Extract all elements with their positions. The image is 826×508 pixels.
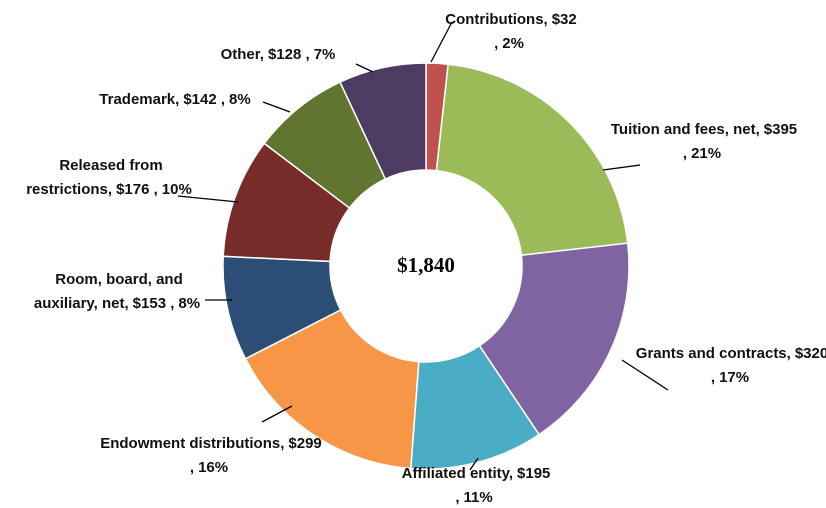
data-label: Contributions, $32 , 2%	[435, 8, 585, 56]
data-label: Affiliated entity, $195 , 11%	[395, 462, 555, 508]
label-percent: 17%	[719, 369, 750, 386]
leader-line	[355, 63, 374, 73]
label-percent: 7%	[313, 46, 336, 63]
leader-line	[177, 195, 239, 203]
label-percent: 10%	[161, 181, 192, 198]
label-category: Room, board, and auxiliary, net,	[33, 271, 183, 312]
label-category: Grants and contracts,	[635, 345, 791, 362]
label-value: $195 ,	[455, 465, 551, 506]
donut-slice	[478, 242, 630, 436]
label-category: Contributions,	[445, 11, 548, 28]
data-label: Tuition and fees, net, $395 , 21%	[598, 118, 808, 166]
label-category: Released from restrictions,	[26, 157, 163, 198]
label-value: $320 ,	[710, 345, 826, 386]
center-total: $1,840	[397, 253, 455, 277]
donut-slice	[244, 308, 420, 470]
label-category: Other,	[220, 46, 264, 63]
label-category: Affiliated entity,	[401, 465, 514, 482]
label-value: $32 ,	[494, 11, 577, 52]
data-label: Trademark, $142 , 8%	[55, 88, 295, 112]
leader-line	[262, 101, 291, 113]
leader-line	[621, 359, 669, 391]
data-label: Room, board, and auxiliary, net, $153 , 8%	[23, 268, 213, 316]
leader-line	[469, 457, 479, 471]
label-value: $128 ,	[267, 46, 310, 63]
label-category: Tuition and fees, net,	[610, 121, 760, 138]
leader-line	[430, 21, 453, 63]
label-percent: 21%	[691, 145, 722, 162]
label-category: Endowment distributions,	[100, 435, 285, 452]
label-value: $395 ,	[682, 121, 798, 162]
label-value: $153 ,	[132, 295, 175, 312]
label-percent: 16%	[198, 459, 229, 476]
label-percent: 8%	[178, 295, 201, 312]
leader-line	[261, 405, 293, 423]
data-label: Endowment distributions, $299 , 16%	[90, 432, 330, 480]
label-category: Trademark,	[99, 91, 180, 108]
label-value: $299 ,	[189, 435, 322, 476]
data-label: Grants and contracts, $320 , 17%	[631, 342, 826, 390]
label-percent: 8%	[229, 91, 251, 108]
data-label: Other, $128 , 7%	[178, 43, 378, 67]
donut-slice	[339, 62, 427, 181]
label-percent: 2%	[502, 35, 524, 52]
donut-slice	[435, 63, 629, 257]
leader-line	[602, 164, 641, 171]
data-label: Released from restrictions, $176 , 10%	[20, 154, 200, 202]
label-percent: 11%	[463, 489, 493, 506]
label-value: $176 ,	[116, 181, 158, 198]
label-value: $142 ,	[183, 91, 226, 108]
